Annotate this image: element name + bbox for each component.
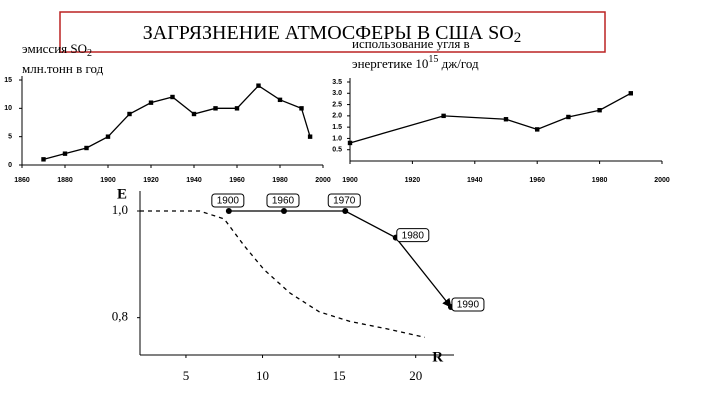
- series-line: [43, 84, 311, 160]
- x-tick-label: 1920: [405, 177, 421, 184]
- chart-title: млн.тонн в год: [22, 61, 104, 76]
- point: [234, 106, 240, 111]
- y-tick-label: 0.5: [332, 147, 342, 154]
- x-tick-label: 1960: [529, 177, 545, 184]
- point: [256, 83, 261, 88]
- x-tick-label: 1900: [100, 177, 116, 184]
- point: [148, 100, 154, 105]
- y-tick-label: 0,8: [112, 309, 128, 324]
- point-label: 1900: [217, 196, 240, 207]
- point: [170, 94, 175, 100]
- point: [280, 208, 287, 214]
- x-tick-label: 2000: [654, 177, 670, 184]
- x-tick-label: 1880: [57, 177, 73, 184]
- title-text: использование угля в: [352, 36, 470, 51]
- point: [41, 157, 46, 162]
- point: [225, 208, 232, 214]
- chart-title: энергетике 1015 дж/год: [352, 54, 479, 71]
- series-line: [349, 92, 632, 144]
- y-tick-label: 3.0: [332, 90, 342, 97]
- title-text: эмиссия SO: [22, 41, 87, 56]
- point-label-box: [396, 228, 430, 243]
- chart-title: эмиссия SO2: [22, 41, 92, 59]
- x-tick-label: 20: [409, 368, 422, 383]
- y-tick-label: 0: [8, 162, 12, 169]
- chart-title: использование угля в: [352, 36, 470, 51]
- point: [84, 145, 89, 151]
- point: [535, 127, 540, 132]
- x-tick-label: 1980: [272, 177, 288, 184]
- x-tick-label: 1960: [229, 177, 245, 184]
- title-after: дж/год: [438, 56, 479, 71]
- x-tick-label: 1940: [186, 177, 202, 184]
- point: [503, 117, 509, 122]
- y-tick-label: 5: [8, 134, 12, 141]
- y-tick-label: 3.5: [332, 79, 342, 86]
- title-text: энергетике 10: [352, 56, 428, 71]
- x-tick-label: 2000: [315, 177, 331, 184]
- title-text: млн.тонн в год: [22, 61, 104, 76]
- y-axis-label: E: [117, 186, 127, 202]
- y-tick-label: 2.0: [332, 113, 342, 120]
- x-tick-label: 1900: [342, 177, 358, 184]
- x-tick-label: 1980: [592, 177, 608, 184]
- y-tick-label: 1.5: [332, 124, 342, 131]
- x-axis-label: R: [432, 349, 443, 365]
- point: [566, 114, 571, 120]
- point: [213, 106, 218, 111]
- x-tick-label: 1920: [143, 177, 159, 184]
- point-label-box: [451, 297, 485, 312]
- x-tick-label: 5: [183, 368, 190, 383]
- point: [127, 111, 132, 117]
- point-label: 1980: [402, 230, 425, 241]
- point: [62, 151, 68, 156]
- point: [299, 106, 304, 111]
- x-tick-label: 15: [333, 368, 346, 383]
- point-label-box: [327, 193, 361, 208]
- y-tick-label: 10: [4, 105, 12, 112]
- point-label-box: [266, 193, 300, 208]
- header-text: ЗАГРЯЗНЕНИЕ АТМОСФЕРЫ В США SO: [143, 22, 514, 44]
- x-tick-label: 1860: [14, 177, 30, 184]
- y-tick-label: 15: [4, 77, 12, 84]
- y-tick-label: 1,0: [112, 202, 128, 217]
- point: [105, 134, 111, 139]
- title-sup: 15: [428, 54, 438, 65]
- series-line: [140, 210, 426, 339]
- point: [307, 134, 313, 139]
- point-label-box: [211, 193, 245, 208]
- point: [277, 97, 283, 103]
- header-title: ЗАГРЯЗНЕНИЕ АТМОСФЕРЫ В США SO2: [143, 22, 521, 47]
- x-tick-label: 10: [256, 368, 269, 383]
- y-tick-label: 2.5: [332, 101, 342, 108]
- y-tick-label: 1.0: [332, 135, 342, 142]
- point: [628, 91, 633, 96]
- point-label: 1960: [272, 196, 295, 207]
- header-box: [59, 11, 606, 53]
- point: [347, 140, 353, 146]
- series-line: [228, 210, 452, 308]
- point: [597, 108, 602, 113]
- point-label: 1970: [333, 196, 356, 207]
- point: [342, 208, 349, 214]
- point: [441, 113, 446, 119]
- point: [191, 111, 197, 117]
- header-sub: 2: [514, 30, 522, 46]
- point-label: 1990: [457, 300, 480, 311]
- x-tick-label: 1940: [467, 177, 483, 184]
- title-sub: 2: [87, 48, 92, 59]
